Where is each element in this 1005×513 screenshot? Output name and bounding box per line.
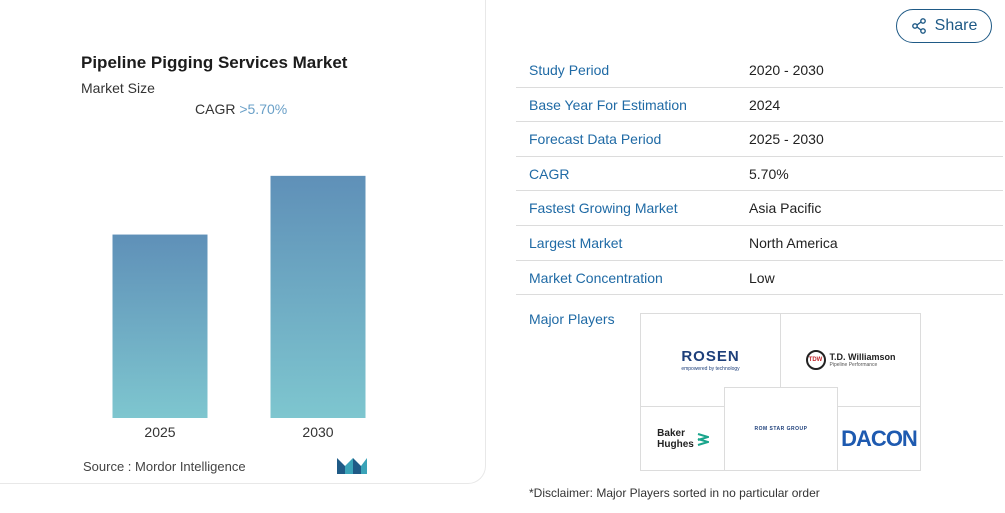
market-size-card: Pipeline Pigging Services Market Market … (0, 0, 486, 484)
share-icon (911, 18, 926, 34)
cagr-line: CAGR >5.70% (195, 101, 287, 117)
card-title: Pipeline Pigging Services Market (81, 53, 348, 72)
source-note: Source : Mordor Intelligence (83, 459, 246, 474)
stats-row: Largest Market North America (516, 226, 1003, 261)
stat-key: Largest Market (529, 234, 623, 251)
tdw-badge-icon: TDW (805, 350, 826, 370)
rom-star-logo: ROM STAR GROUP (724, 387, 838, 471)
stat-value: 2020 - 2030 (749, 62, 824, 78)
stats-row: CAGR 5.70% (516, 157, 1003, 192)
stat-value: North America (749, 234, 838, 251)
stat-value: 5.70% (749, 165, 789, 182)
rosen-tagline: empowered by technology (681, 366, 740, 372)
tdw-text: T.D. Williamson Pipeline Performance (830, 352, 896, 368)
stats-row: Forecast Data Period 2025 - 2030 (516, 122, 1003, 157)
rom-star-wordmark: ROM STAR GROUP (754, 426, 808, 432)
stats-row: Fastest Growing Market Asia Pacific (516, 191, 1003, 226)
baker-hughes-mark-icon (697, 432, 709, 446)
stat-key: Market Concentration (529, 269, 663, 286)
tdw-logo: TDW T.D. Williamson Pipeline Performance (781, 314, 920, 406)
share-label: Share (934, 17, 978, 34)
baker-hughes-text: Baker Hughes (657, 428, 694, 450)
baker-hughes-logo: Baker Hughes (641, 406, 725, 470)
tdw-tagline: Pipeline Performance (829, 362, 878, 368)
stat-key: Base Year For Estimation (529, 96, 687, 113)
x-tick-label: 2030 (302, 424, 333, 440)
dacon-logo: DACON (838, 406, 920, 470)
stat-value: Low (749, 269, 775, 286)
disclaimer-note: *Disclaimer: Major Players sorted in no … (529, 486, 820, 500)
dacon-wordmark: DACON (841, 425, 918, 451)
share-button[interactable]: Share (896, 9, 992, 43)
card-subtitle: Market Size (81, 80, 155, 96)
rosen-wordmark: ROSEN (681, 348, 740, 365)
major-players-label: Major Players (529, 311, 615, 327)
stats-row: Study Period 2020 - 2030 (516, 53, 1003, 88)
x-tick-label: 2025 (144, 424, 175, 440)
bar-2030 (270, 175, 366, 418)
cagr-value: >5.70% (239, 101, 288, 117)
stat-key: Study Period (529, 62, 610, 78)
rosen-logo: ROSEN empowered by technology (641, 314, 781, 406)
stat-value: 2025 - 2030 (749, 131, 824, 148)
stat-value: Asia Pacific (749, 200, 822, 217)
stat-key: Forecast Data Period (529, 131, 662, 148)
stat-value: 2024 (749, 96, 781, 113)
market-size-chart: 2025 2030 (112, 175, 366, 440)
stat-key: Fastest Growing Market (529, 200, 678, 217)
stat-key: CAGR (529, 165, 570, 182)
hughes-word: Hughes (657, 438, 694, 450)
cagr-label: CAGR (195, 101, 236, 117)
stats-row: Base Year For Estimation 2024 (516, 88, 1003, 123)
mordor-intelligence-logo (337, 458, 367, 474)
major-players-logos: ROSEN empowered by technology TDW T.D. W… (640, 313, 921, 471)
tdw-badge: TDW (808, 357, 823, 363)
bar-2025 (112, 234, 208, 418)
stats-row: Market Concentration Low (516, 261, 1003, 296)
market-stats-table: Study Period 2020 - 2030 Base Year For Es… (516, 53, 1003, 296)
tdw-wordmark: T.D. Williamson (829, 352, 896, 362)
baker-word: Baker (657, 427, 685, 439)
